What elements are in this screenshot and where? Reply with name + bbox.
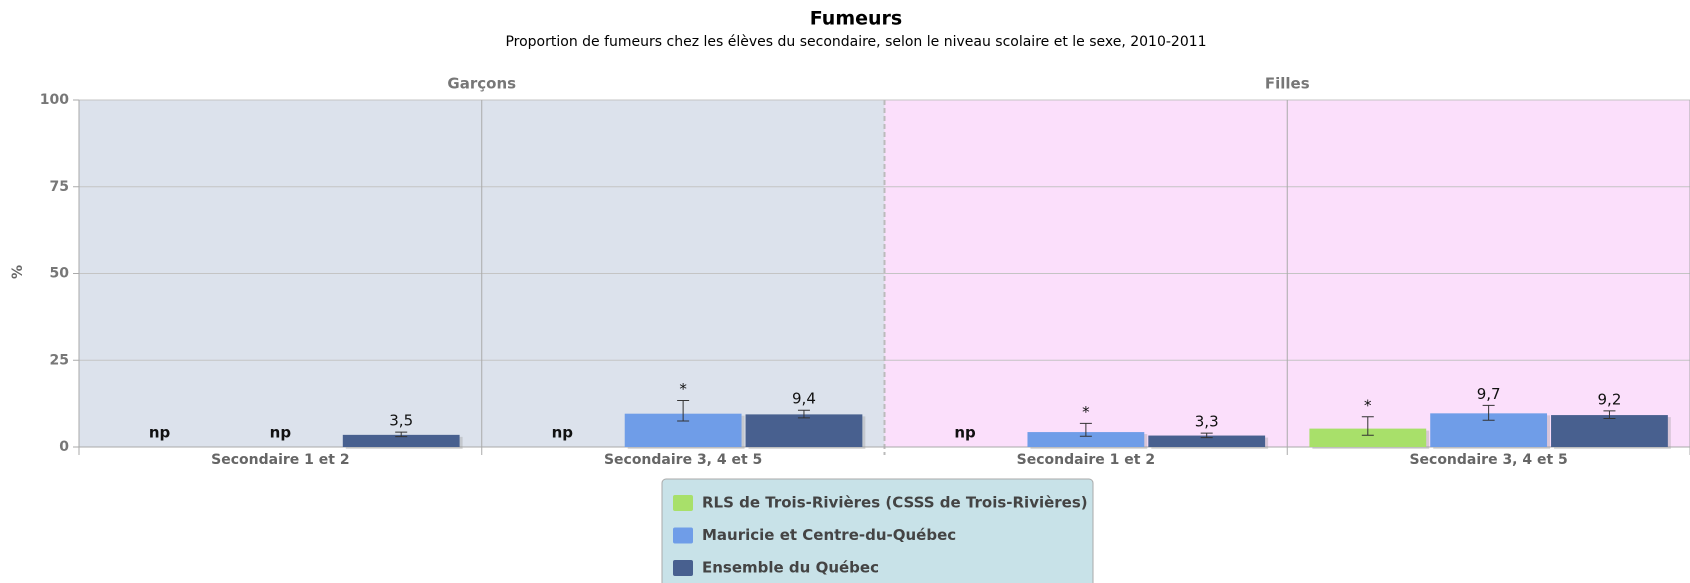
data-label: 3,3 bbox=[1195, 413, 1219, 431]
y-tick-label: 0 bbox=[59, 439, 69, 455]
x-tick-label: Secondaire 1 et 2 bbox=[211, 452, 349, 468]
data-label: 9,4 bbox=[792, 390, 816, 408]
data-label: 9,2 bbox=[1598, 390, 1622, 408]
y-tick-label: 100 bbox=[40, 92, 69, 108]
bar bbox=[745, 414, 863, 447]
bar bbox=[1309, 428, 1427, 447]
x-tick-label: Secondaire 1 et 2 bbox=[1017, 452, 1155, 468]
chart-title: Fumeurs bbox=[810, 8, 902, 30]
panel-label: Garçons bbox=[447, 75, 516, 93]
bar bbox=[1551, 415, 1668, 447]
y-tick-label: 50 bbox=[50, 266, 70, 282]
bar bbox=[342, 434, 460, 447]
legend-box bbox=[661, 478, 1094, 583]
data-label: * bbox=[1082, 403, 1090, 421]
data-label: np bbox=[149, 424, 171, 442]
data-label: * bbox=[1364, 396, 1372, 414]
panel-label: Filles bbox=[1265, 75, 1310, 93]
bar bbox=[1148, 435, 1266, 447]
error-bar bbox=[677, 400, 690, 422]
chart-subtitle: Proportion de fumeurs chez les élèves du… bbox=[505, 34, 1206, 50]
legend-swatch bbox=[673, 527, 693, 544]
y-tick-label: 75 bbox=[50, 179, 69, 195]
legend-label: RLS de Trois-Rivières (CSSS de Trois-Riv… bbox=[702, 494, 1088, 512]
data-label: 9,7 bbox=[1477, 385, 1501, 403]
data-label: np bbox=[552, 424, 574, 442]
error-bar bbox=[1603, 410, 1616, 420]
error-bar bbox=[797, 409, 810, 419]
data-label: * bbox=[679, 380, 687, 398]
legend-label: Ensemble du Québec bbox=[702, 559, 879, 577]
error-bar bbox=[1200, 432, 1213, 439]
legend-swatch bbox=[673, 560, 693, 576]
error-bar bbox=[395, 431, 408, 438]
data-label: np bbox=[270, 424, 292, 442]
bar bbox=[1027, 432, 1145, 447]
y-tick-label: 25 bbox=[50, 352, 69, 368]
legend-label: Mauricie et Centre-du-Québec bbox=[702, 526, 956, 544]
x-tick-label: Secondaire 3, 4 et 5 bbox=[1409, 452, 1567, 468]
x-tick-label: Secondaire 3, 4 et 5 bbox=[604, 452, 762, 468]
data-label: 3,5 bbox=[389, 412, 413, 430]
legend-swatch bbox=[673, 495, 693, 511]
data-label: np bbox=[954, 424, 976, 442]
error-bar bbox=[1079, 422, 1092, 437]
error-bar bbox=[1482, 404, 1495, 421]
error-bar bbox=[1361, 416, 1374, 436]
y-axis-label: % bbox=[10, 265, 26, 279]
